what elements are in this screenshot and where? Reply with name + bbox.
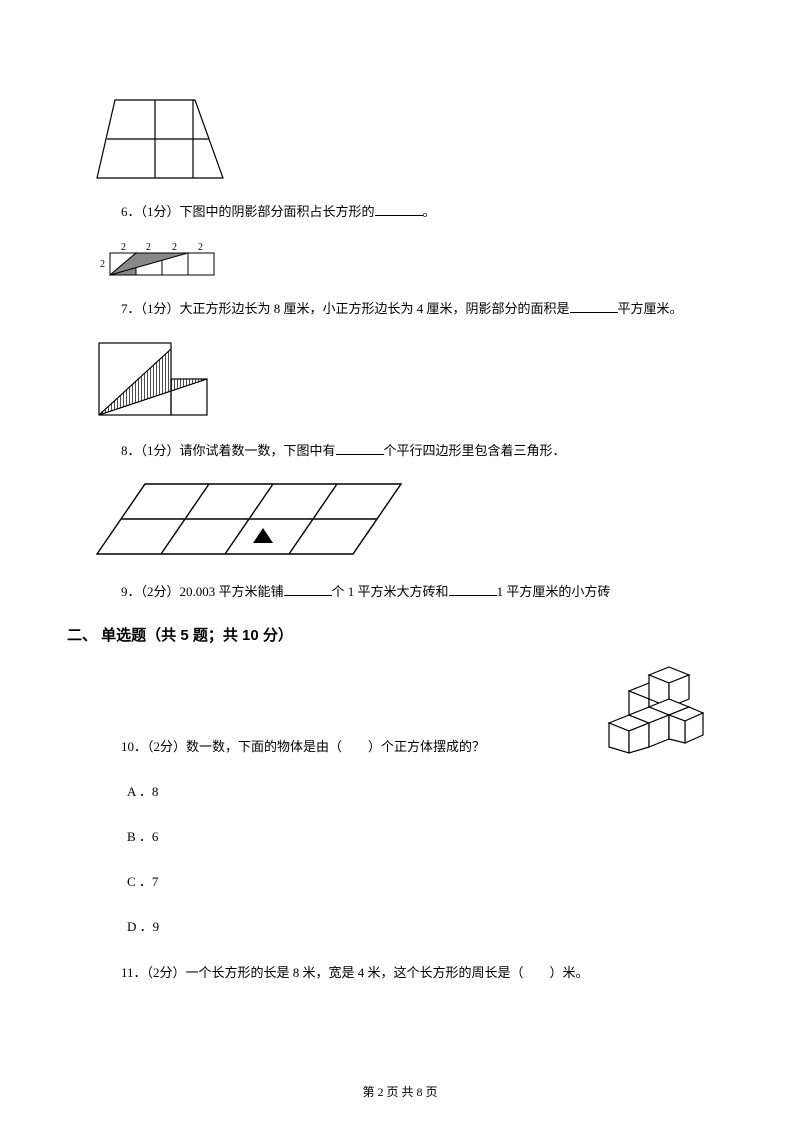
section-2-header: 二、 单选题（共 5 题；共 10 分） xyxy=(67,624,705,645)
q10-option-a: A ．8 xyxy=(127,781,705,800)
figure-parallelogram xyxy=(95,480,705,560)
q8-text-after: 个平行四边形里包含着三角形． xyxy=(384,443,566,458)
q11-num: 11． xyxy=(121,965,147,980)
q7-text-after: 平方厘米。 xyxy=(618,301,683,316)
q9-num: 9． xyxy=(121,584,141,599)
q6-blank xyxy=(375,202,423,216)
question-10: 10．（2分）数一数，下面的物体是由（ ）个正方体摆成的？ xyxy=(95,736,595,755)
q6-num: 6． xyxy=(121,204,141,219)
strip-label-3: 2 xyxy=(198,242,203,253)
figure-cubes xyxy=(595,665,705,755)
q10-option-c: C ．7 xyxy=(127,871,705,890)
question-10-row: 10．（2分）数一数，下面的物体是由（ ）个正方体摆成的？ xyxy=(95,665,705,755)
q9-text1: 20.003 平方米能铺 xyxy=(180,584,284,599)
question-6: 6．（1分）下图中的阴影部分面积占长方形的 。 xyxy=(95,200,705,223)
q7-num: 7． xyxy=(121,301,141,316)
q10-option-d: D ．9 xyxy=(127,916,705,935)
q6-points: （1分） xyxy=(141,204,180,219)
q7-blank xyxy=(570,299,618,313)
figure-trapezoid xyxy=(95,98,705,180)
q9-text2: 个 1 平方米大方砖和 xyxy=(332,584,449,599)
strip-label-2: 2 xyxy=(172,242,177,253)
question-8: 8．（1分）请你试着数一数，下图中有 个平行四边形里包含着三角形． xyxy=(95,439,705,462)
q10-option-b: B ．6 xyxy=(127,826,705,845)
strip-label-1: 2 xyxy=(146,242,151,253)
q11-points: （2分） xyxy=(147,965,186,980)
q9-blank2 xyxy=(449,582,497,596)
q8-points: （1分） xyxy=(141,443,180,458)
q9-blank1 xyxy=(284,582,332,596)
question-7: 7．（1分）大正方形边长为 8 厘米，小正方形边长为 4 厘米，阴影部分的面积是… xyxy=(95,297,705,320)
q8-num: 8． xyxy=(121,443,141,458)
question-9: 9．（2分）20.003 平方米能铺 个 1 平方米大方砖和 1 平方厘米的小方砖 xyxy=(95,580,705,603)
question-11: 11．（2分）一个长方形的长是 8 米，宽是 4 米，这个长方形的周长是（ ）米… xyxy=(95,961,705,984)
q10-points: （2分） xyxy=(147,739,186,754)
q9-points: （2分） xyxy=(141,584,180,599)
q10-num: 10． xyxy=(121,739,147,754)
q10-text: 数一数，下面的物体是由（ ）个正方体摆成的？ xyxy=(186,739,485,754)
figure-strip: 2 2 2 2 2 xyxy=(95,241,705,277)
q6-text-before: 下图中的阴影部分面积占长方形的 xyxy=(180,204,375,219)
q11-text: 一个长方形的长是 8 米，宽是 4 米，这个长方形的周长是（ ）米。 xyxy=(186,965,589,980)
q7-text-before: 大正方形边长为 8 厘米，小正方形边长为 4 厘米，阴影部分的面积是 xyxy=(180,301,570,316)
q8-text-before: 请你试着数一数，下图中有 xyxy=(180,443,336,458)
q9-text3: 1 平方厘米的小方砖 xyxy=(497,584,611,599)
page-footer: 第 2 页 共 8 页 xyxy=(0,1083,800,1100)
q10-options: A ．8 B ．6 C ．7 D ．9 xyxy=(127,781,705,935)
figure-squares xyxy=(95,339,705,419)
strip-label-0: 2 xyxy=(121,242,126,253)
q7-points: （1分） xyxy=(141,301,180,316)
q8-blank xyxy=(336,441,384,455)
strip-label-left: 2 xyxy=(100,259,105,270)
q6-text-after: 。 xyxy=(423,204,436,219)
